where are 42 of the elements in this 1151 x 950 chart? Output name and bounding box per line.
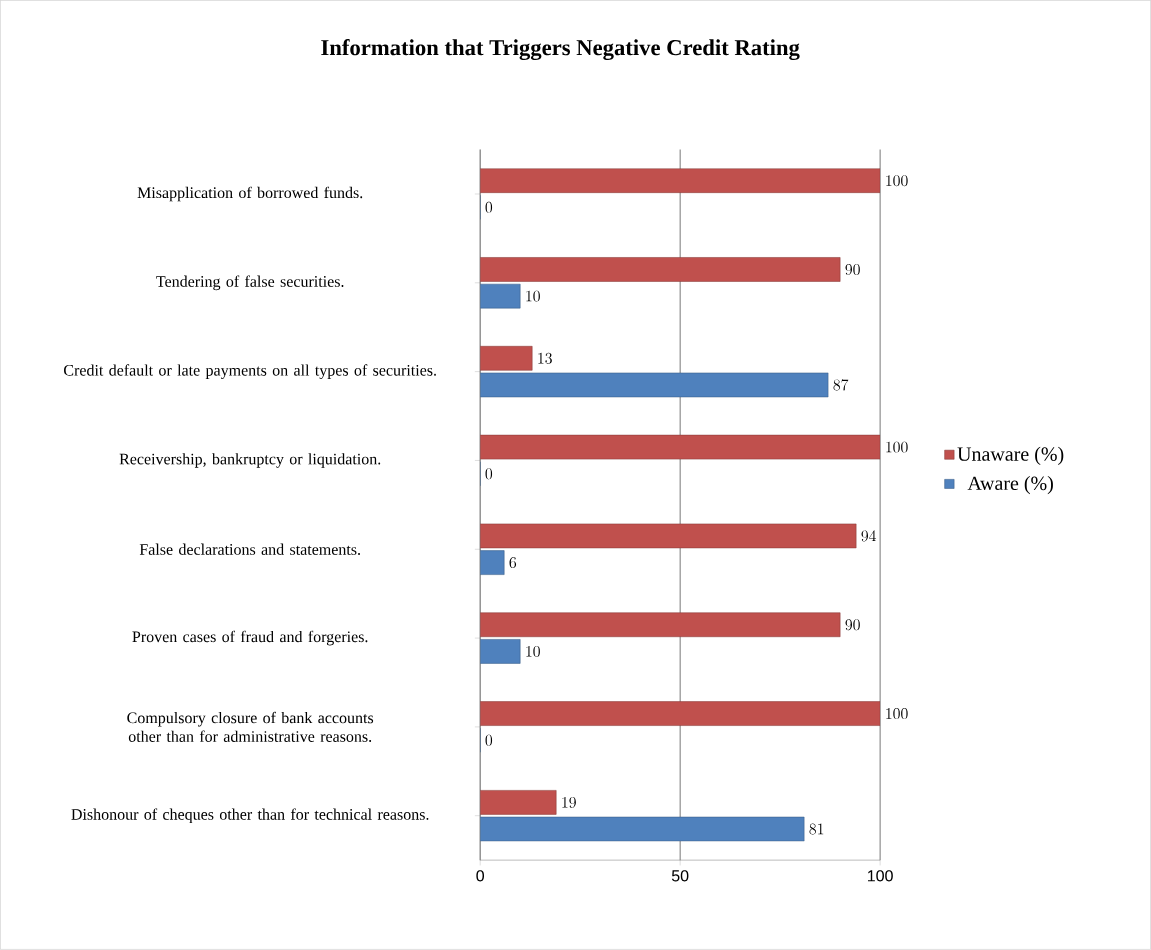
y-tick-label: False declarations and statements. [139,543,360,556]
bar [480,372,829,398]
y-tick-label: Compulsory closure of bank accounts other than for administrative reasons. [127,711,374,743]
data-label: 10 [526,646,540,658]
y-tick-label: Misapplication of borrowed funds. [137,186,363,202]
legend-label: Unaware (%) [957,446,1064,466]
data-label: 87 [833,379,849,391]
data-label: 94 [861,530,877,542]
bar [480,346,533,371]
bar [480,790,557,815]
bar [480,523,857,549]
y-tick-label: Receivership, bankruptcy or liquidation. [119,453,381,468]
bar [480,612,841,638]
data-label: 0 [485,201,493,213]
x-tick-label: 50 [671,870,689,882]
y-tick-label: Tendering of false securities. [156,275,344,291]
y-tick-label: Proven cases of fraud and forgeries. [132,630,368,646]
x-tick-label: 0 [476,870,485,882]
y-tick-label: Credit default or late payments on all types of securities. [64,364,436,380]
data-label: 100 [886,441,908,453]
data-label: 19 [562,797,576,809]
x-tick-label: 100 [867,870,893,882]
chart-title: Information that Triggers Negative Credit Rating [321,39,800,61]
bar [480,257,841,282]
data-label: 6 [509,557,517,569]
data-label: 0 [485,734,493,746]
data-label: 100 [886,708,908,720]
data-label: 100 [886,175,908,187]
legend-label: Aware (%) [967,476,1053,495]
data-label: 90 [845,264,860,276]
data-label: 13 [538,352,552,364]
bar [480,550,505,575]
data-label: 90 [845,619,860,631]
y-tick-label: Dishonour of cheques other than for technical reasons. [71,808,429,824]
bar [480,168,881,194]
data-label: 81 [809,823,824,835]
data-label: 10 [526,290,540,302]
bar [480,701,881,726]
bar [480,639,521,664]
bar [480,816,805,842]
data-label: 0 [485,468,493,480]
bar [480,434,881,460]
